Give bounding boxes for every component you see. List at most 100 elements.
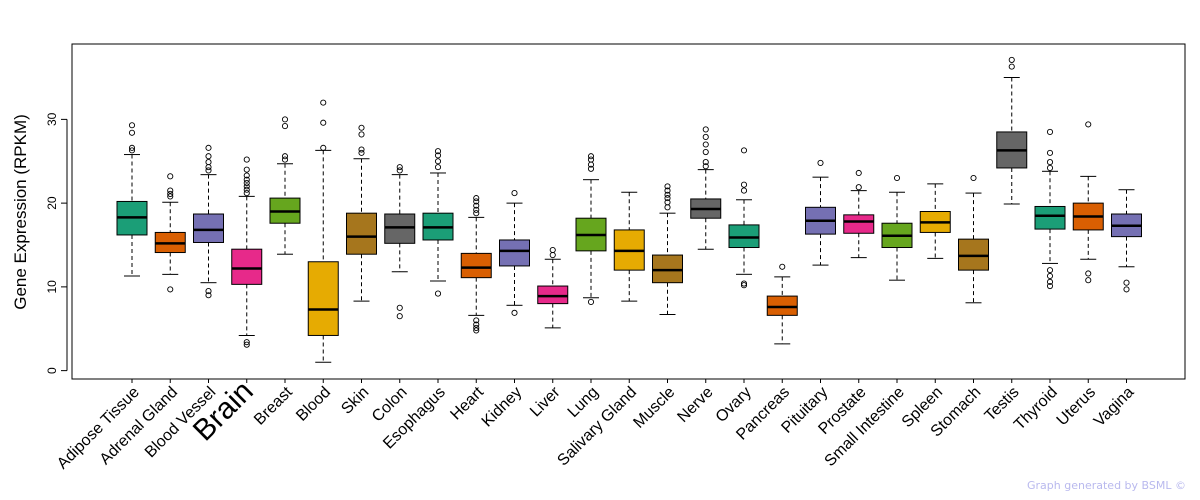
x-label-uterus: Uterus — [1054, 384, 1099, 429]
outlier-point — [243, 172, 250, 179]
outlier-point — [281, 116, 289, 123]
outlier-point — [1046, 149, 1054, 156]
box-thyroid — [1034, 128, 1066, 290]
y-axis: 0 10 20 30 — [45, 112, 68, 374]
box-nerve — [690, 126, 722, 250]
outlier-point — [1085, 270, 1092, 277]
box-iqr — [652, 254, 683, 284]
box-iqr — [307, 261, 339, 336]
outlier-point — [205, 159, 212, 166]
outlier-point — [167, 173, 174, 180]
outlier-point — [434, 152, 442, 159]
x-label-kidney: Kidney — [479, 384, 526, 431]
x-label-thyroid: Thyroid — [1011, 384, 1061, 434]
box-breast — [269, 116, 301, 255]
outlier-point — [396, 304, 403, 311]
outlier-point — [702, 141, 709, 148]
outlier-point — [358, 146, 365, 153]
x-label-muscle: Muscle — [630, 384, 678, 432]
outlier-point — [664, 195, 671, 202]
box-iqr — [384, 213, 416, 244]
outlier-point — [1046, 159, 1054, 166]
outlier-point — [1008, 56, 1015, 63]
x-label-skin: Skin — [338, 384, 372, 418]
outlier-point — [817, 159, 824, 166]
box-iqr — [499, 239, 530, 267]
outlier-point — [473, 195, 480, 202]
outlier-point — [970, 174, 977, 182]
outlier-point — [434, 148, 442, 155]
outlier-point — [243, 339, 250, 346]
box-stomach — [958, 174, 989, 304]
outlier-point — [1046, 164, 1054, 171]
outlier-point — [243, 179, 250, 187]
outlier-point — [702, 159, 709, 166]
outlier-point — [855, 169, 862, 177]
outlier-point — [702, 148, 709, 156]
box-small-intestine — [881, 174, 913, 281]
outlier-point — [1046, 282, 1054, 290]
box-adipose-tissue — [116, 122, 148, 277]
box-lung — [575, 153, 607, 306]
outlier-point — [740, 147, 748, 154]
box-esophagus — [422, 148, 454, 297]
box-iqr — [537, 285, 569, 305]
box-colon — [384, 164, 416, 320]
outlier-point — [587, 165, 595, 172]
outlier-point — [664, 183, 671, 190]
box-adrenal-gland — [154, 173, 186, 293]
outlier-point — [1008, 63, 1015, 70]
outlier-point — [320, 144, 327, 151]
outlier-point — [205, 164, 212, 171]
x-label-liver: Liver — [527, 383, 564, 420]
outlier-point — [511, 190, 518, 197]
outlier-point — [549, 251, 556, 259]
outlier-point — [396, 167, 403, 174]
outlier-point — [664, 191, 671, 198]
box-iqr — [231, 248, 263, 285]
outlier-point — [664, 204, 671, 211]
outlier-point — [128, 122, 136, 129]
outlier-point — [205, 288, 212, 295]
outlier-point — [1046, 272, 1054, 280]
box-vagina — [1111, 189, 1142, 293]
outlier-point — [434, 158, 442, 165]
box-uterus — [1072, 121, 1104, 284]
credit-text: Graph generated by BSML © — [1027, 479, 1186, 492]
box-salivary-gland — [613, 191, 645, 302]
box-ovary — [728, 147, 760, 289]
box-brain — [231, 156, 263, 348]
outlier-point — [1123, 279, 1130, 286]
outlier-point — [281, 123, 289, 130]
box-blood — [307, 99, 339, 363]
x-label-blood: Blood — [293, 384, 334, 425]
box-iqr — [346, 212, 377, 255]
y-axis-title: Gene Expression (RPKM) — [11, 114, 30, 310]
outlier-point — [473, 198, 480, 205]
outlier-point — [320, 99, 327, 106]
y-tick-label: 0 — [45, 367, 59, 374]
box-skin — [346, 124, 377, 302]
outlier-point — [702, 163, 709, 170]
outlier-point — [128, 129, 136, 136]
outlier-point — [473, 327, 480, 334]
outlier-point — [1046, 128, 1054, 135]
outlier-point — [281, 156, 289, 163]
x-label-nerve: Nerve — [674, 384, 716, 426]
outlier-point — [473, 324, 480, 331]
outlier-point — [893, 174, 901, 182]
x-label-breast: Breast — [251, 383, 296, 428]
box-series — [116, 56, 1142, 363]
box-iqr — [843, 214, 875, 234]
outlier-point — [587, 156, 595, 163]
outlier-point — [205, 292, 212, 299]
outlier-point — [243, 166, 250, 173]
outlier-point — [434, 290, 442, 297]
box-iqr — [958, 238, 989, 271]
box-blood-vessel — [193, 144, 224, 299]
outlier-point — [473, 206, 480, 213]
outlier-point — [358, 131, 365, 138]
outlier-point — [740, 280, 748, 287]
box-kidney — [499, 190, 530, 316]
